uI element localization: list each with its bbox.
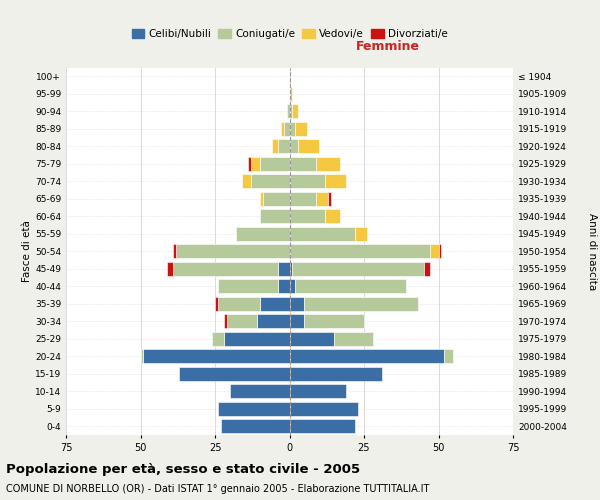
Bar — [290, 332, 334, 346]
Bar — [224, 314, 227, 328]
Bar — [316, 192, 328, 206]
Bar — [278, 279, 290, 293]
Bar — [176, 244, 290, 258]
Bar — [304, 296, 418, 311]
Bar — [284, 122, 290, 136]
Bar — [290, 104, 292, 118]
Bar — [290, 314, 304, 328]
Bar — [295, 279, 406, 293]
Bar — [290, 139, 298, 154]
Bar — [290, 244, 430, 258]
Bar — [290, 226, 355, 241]
Bar — [218, 279, 278, 293]
Bar — [167, 262, 173, 276]
Bar — [290, 262, 292, 276]
Bar — [248, 156, 251, 171]
Bar — [278, 139, 290, 154]
Legend: Celibi/Nubili, Coniugati/e, Vedovi/e, Divorziati/e: Celibi/Nubili, Coniugati/e, Vedovi/e, Di… — [127, 25, 452, 44]
Bar — [290, 296, 304, 311]
Bar — [316, 156, 340, 171]
Bar — [290, 419, 355, 434]
Bar — [242, 174, 251, 188]
Bar — [292, 104, 298, 118]
Text: Femmine: Femmine — [356, 40, 420, 53]
Bar — [298, 139, 319, 154]
Bar — [430, 244, 439, 258]
Bar — [290, 349, 445, 364]
Bar — [281, 122, 284, 136]
Y-axis label: Fasce di età: Fasce di età — [22, 220, 32, 282]
Bar — [260, 296, 290, 311]
Bar — [304, 314, 364, 328]
Text: COMUNE DI NORBELLO (OR) - Dati ISTAT 1° gennaio 2005 - Elaborazione TUTTITALIA.I: COMUNE DI NORBELLO (OR) - Dati ISTAT 1° … — [6, 484, 430, 494]
Bar — [287, 104, 290, 118]
Bar — [143, 349, 290, 364]
Bar — [215, 296, 218, 311]
Bar — [260, 192, 263, 206]
Bar — [218, 402, 290, 416]
Bar — [290, 174, 325, 188]
Bar — [278, 262, 290, 276]
Text: Popolazione per età, sesso e stato civile - 2005: Popolazione per età, sesso e stato civil… — [6, 462, 360, 475]
Bar — [334, 332, 373, 346]
Bar — [290, 384, 346, 398]
Bar — [325, 174, 346, 188]
Y-axis label: Anni di nascita: Anni di nascita — [587, 212, 596, 290]
Bar — [290, 366, 382, 381]
Bar — [173, 244, 176, 258]
Bar — [355, 226, 367, 241]
Bar — [290, 122, 295, 136]
Bar — [251, 174, 290, 188]
Bar — [251, 156, 260, 171]
Bar — [290, 86, 292, 101]
Bar — [140, 349, 143, 364]
Bar — [272, 139, 278, 154]
Bar — [424, 262, 430, 276]
Bar — [173, 262, 278, 276]
Bar — [257, 314, 290, 328]
Bar — [218, 296, 260, 311]
Bar — [263, 192, 290, 206]
Bar — [179, 366, 290, 381]
Bar — [224, 332, 290, 346]
Bar — [325, 209, 340, 224]
Bar — [290, 192, 316, 206]
Bar — [445, 349, 454, 364]
Bar — [236, 226, 290, 241]
Bar — [290, 209, 325, 224]
Bar — [221, 419, 290, 434]
Bar — [212, 332, 224, 346]
Bar — [260, 209, 290, 224]
Bar — [290, 402, 358, 416]
Bar — [260, 156, 290, 171]
Bar — [328, 192, 331, 206]
Bar — [230, 384, 290, 398]
Bar — [295, 122, 307, 136]
Bar — [439, 244, 442, 258]
Bar — [290, 156, 316, 171]
Bar — [227, 314, 257, 328]
Bar — [290, 279, 295, 293]
Bar — [292, 262, 424, 276]
